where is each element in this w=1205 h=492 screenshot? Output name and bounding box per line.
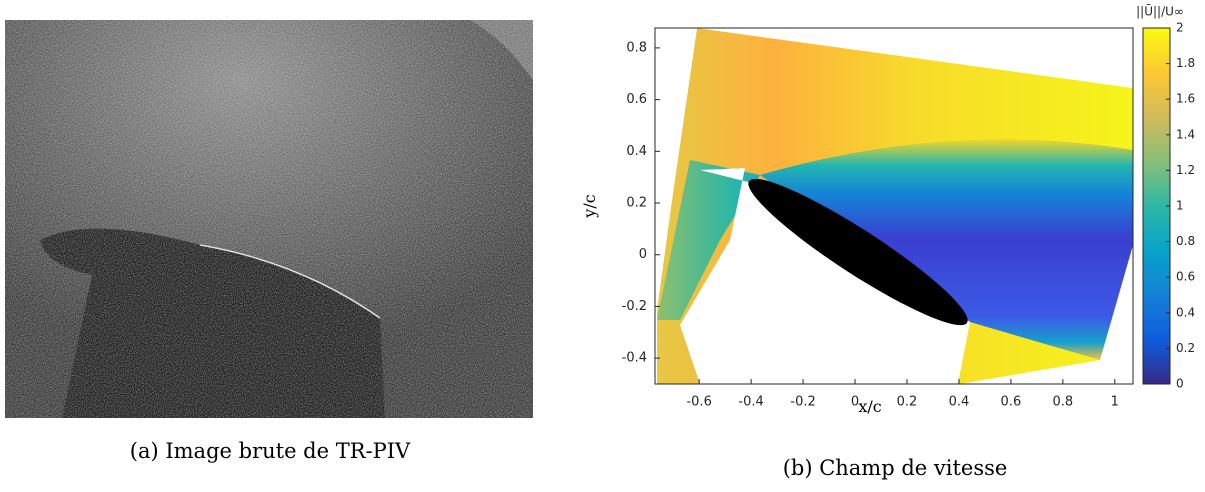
y-tick-label: 0.6: [626, 92, 647, 107]
colorbar-tick-label: 1.4: [1176, 127, 1195, 141]
colorbar-tick-label: 1: [1176, 199, 1184, 213]
colorbar-tick-label: 1.8: [1176, 56, 1195, 70]
axes-box: [654, 27, 1134, 385]
y-tick-label: 0: [639, 247, 647, 262]
colorbar-tick-label: 1.2: [1176, 163, 1195, 177]
colorbar-tick-label: 0.4: [1176, 305, 1195, 319]
y-label: y/c: [580, 194, 599, 218]
x-tick-label: -0.2: [790, 395, 815, 410]
x-tick-label: 0.2: [897, 395, 918, 410]
y-tick-label: 0.2: [626, 196, 647, 211]
colorbar-tick-label: 1.6: [1176, 92, 1195, 106]
colorbar-label: ||Ū||/U∞: [1136, 5, 1184, 19]
velocity-field: [657, 28, 1133, 384]
x-tick-label: 0.4: [949, 395, 970, 410]
colorbar-tick-label: 2: [1176, 21, 1184, 35]
raw-image: [5, 20, 533, 418]
colorbar-tick-label: 0.8: [1176, 234, 1195, 248]
y-tick-label: -0.2: [622, 299, 647, 314]
colorbar-tick-label: 0.2: [1176, 341, 1195, 355]
x-tick-label: 0.8: [1053, 395, 1074, 410]
x-label: x/c: [858, 397, 881, 416]
x-tick-label: -0.4: [738, 395, 763, 410]
colorbar-tick-label: 0.6: [1176, 270, 1195, 284]
x-tick-label: 0: [851, 395, 859, 410]
x-tick-label: 1: [1111, 395, 1119, 410]
y-tick-label: 0.4: [626, 144, 647, 159]
colorbar-tick-label: 0: [1176, 377, 1184, 391]
y-tick-label: 0.8: [626, 40, 647, 55]
colorbar: [1142, 27, 1171, 385]
y-tick-label: -0.4: [622, 351, 647, 366]
caption: (a) Image brute de TR-PIV: [130, 439, 411, 463]
caption: (b) Champ de vitesse: [783, 456, 1008, 480]
x-tick-label: -0.6: [686, 395, 711, 410]
x-tick-label: 0.6: [1001, 395, 1022, 410]
